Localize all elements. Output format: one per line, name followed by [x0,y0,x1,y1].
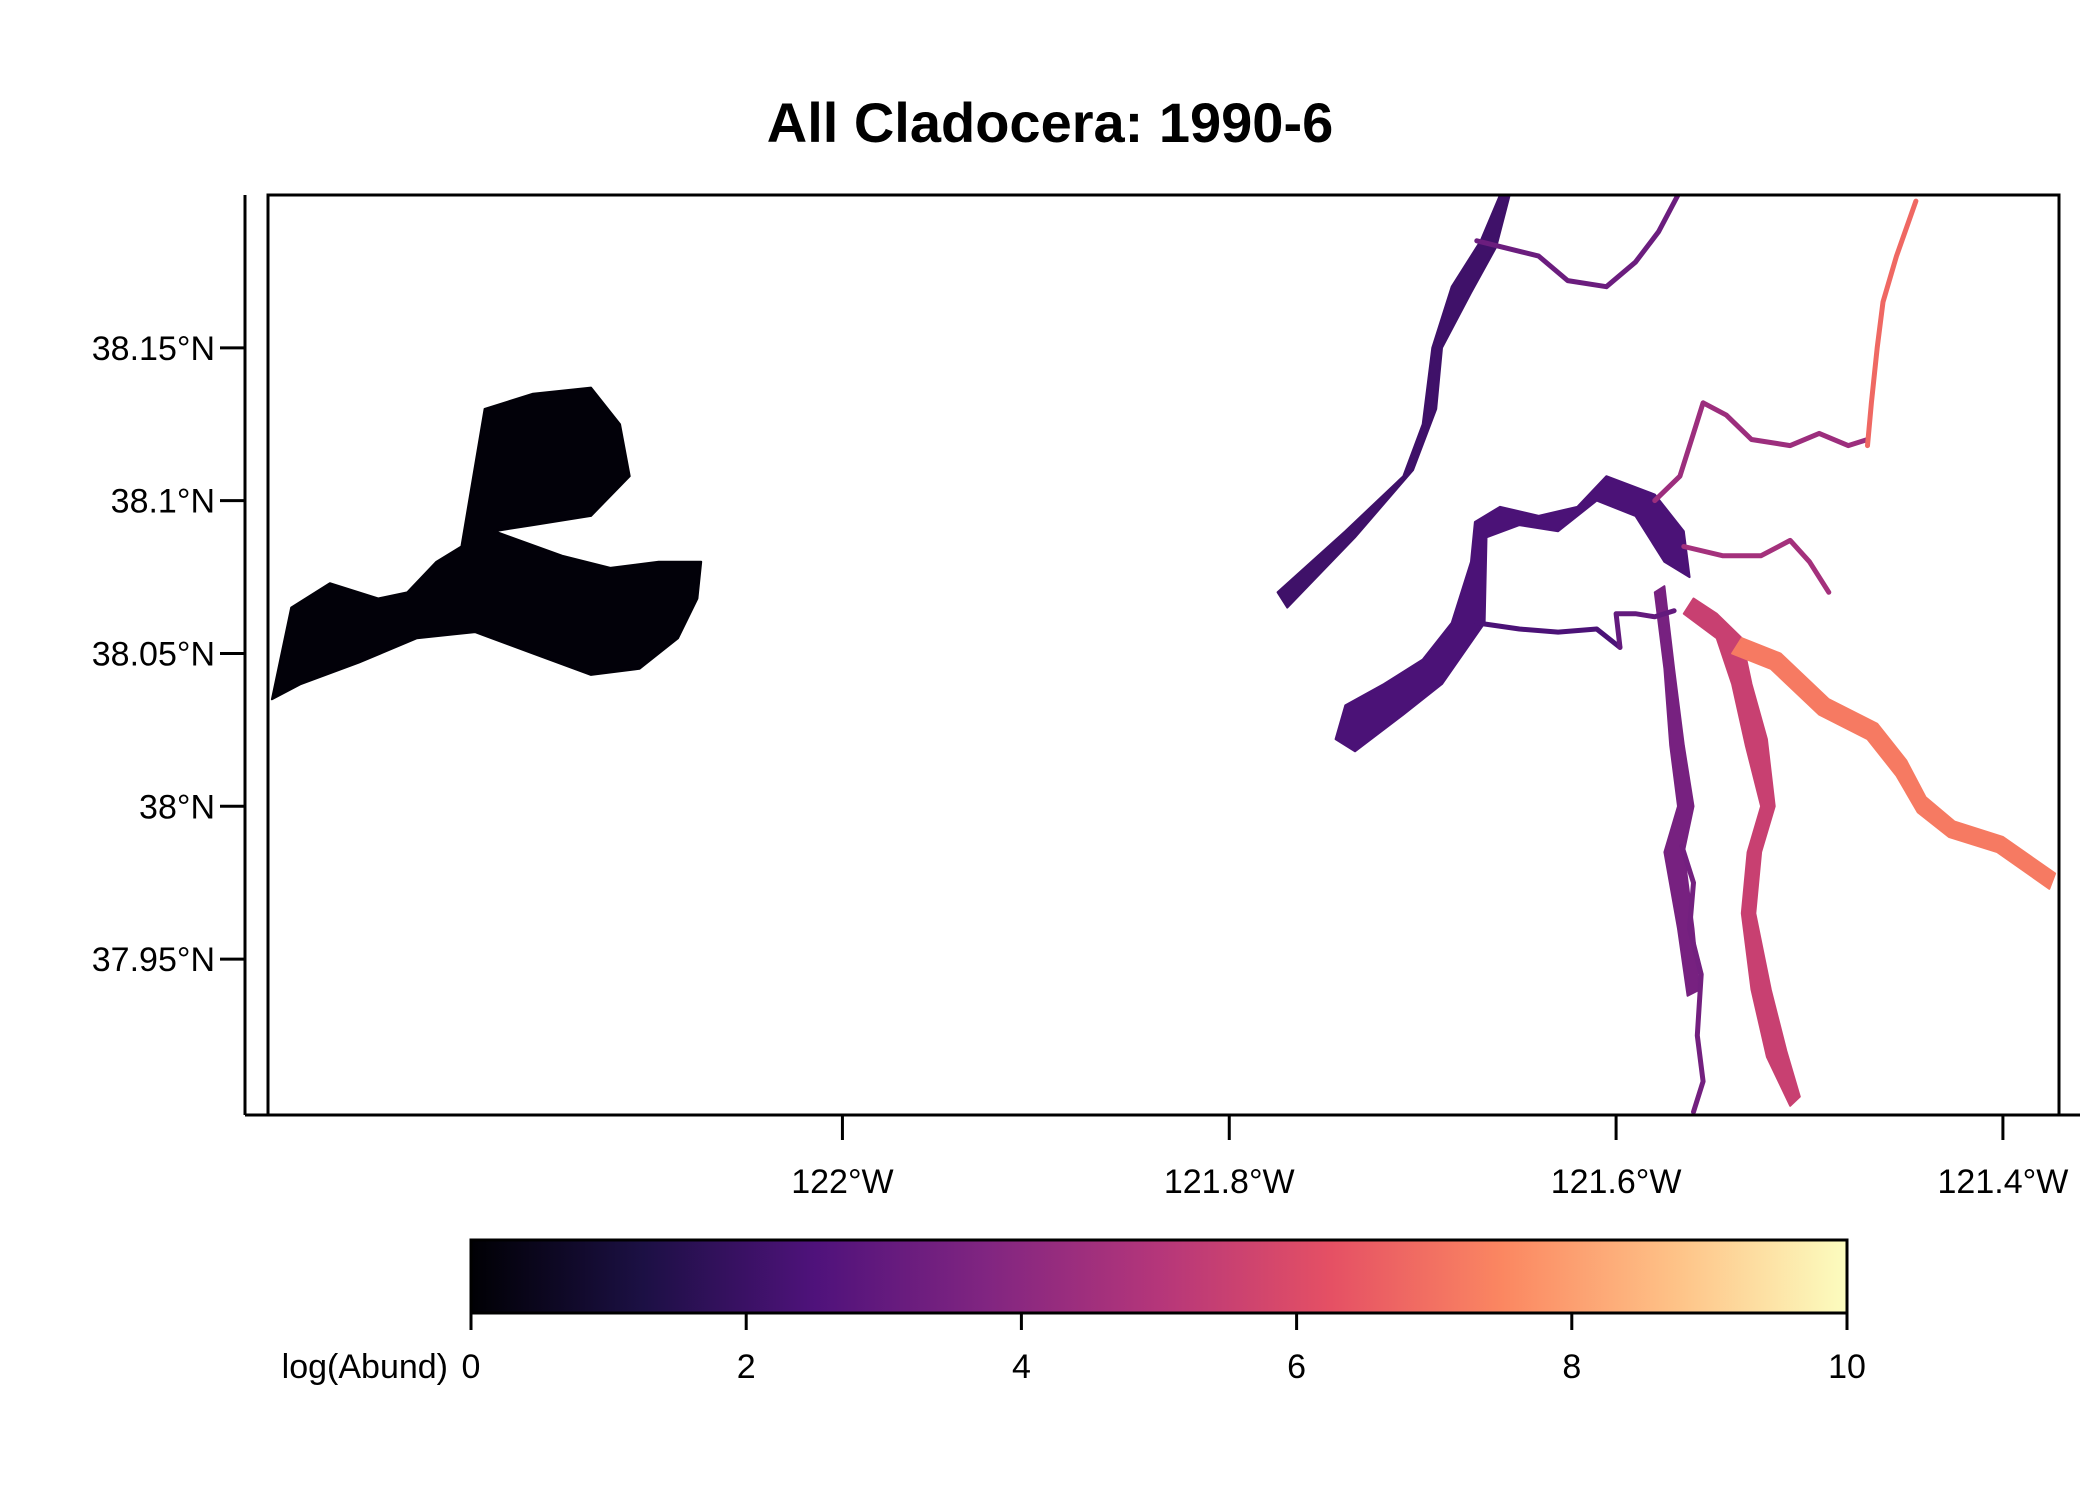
colorbar-tick-label-2: 4 [1012,1348,1031,1386]
x-axis: 122°W 121.8°W 121.6°W 121.4°W [245,1113,2080,1201]
colorbar-tick-label-3: 6 [1287,1348,1306,1386]
x-tick-label-2: 121.6°W [1551,1163,1682,1201]
colorbar-tick-label-0: 0 [462,1348,481,1386]
water-region-4 [1682,597,1801,1107]
colorbar-title: log(Abund) [282,1348,448,1386]
y-tick-label-4: 37.95°N [92,941,215,979]
x-tick-label-3: 121.4°W [1938,1163,2069,1201]
y-tick-label-3: 38°N [139,788,215,826]
water-region-3 [1653,585,1701,997]
colorbar-legend: log(Abund) 0 2 4 6 8 10 [282,1238,1866,1386]
colorbar [469,1238,1849,1315]
abundance-layer [270,195,2057,1115]
colorbar-tick-label-4: 8 [1562,1348,1581,1386]
colorbar-tick-label-1: 2 [737,1348,756,1386]
water-channel-0 [1474,195,1681,290]
x-tick-label-0: 122°W [791,1163,893,1201]
water-region-1 [1276,195,1511,609]
map-title: All Cladocera: 1990-6 [767,91,1333,154]
water-region-5 [1731,637,2057,890]
water-channel-3 [1681,537,1832,595]
x-tick-label-1: 121.8°W [1164,1163,1295,1201]
y-tick-label-2: 38.05°N [92,635,215,673]
y-tick-label-0: 38.15°N [92,330,215,368]
y-tick-label-1: 38.1°N [111,483,215,521]
water-channel-4 [1474,620,1623,650]
water-region-0 [270,386,703,701]
water-region-2 [1334,475,1691,753]
water-channel-6 [1679,843,1706,1115]
water-channel-2 [1865,198,1919,449]
y-axis: 38.15°N 38.1°N 38.05°N 38°N 37.95°N [92,195,247,1115]
water-channel-1 [1652,400,1870,504]
water-channel-5 [1613,608,1677,650]
colorbar-tick-label-5: 10 [1828,1348,1866,1386]
